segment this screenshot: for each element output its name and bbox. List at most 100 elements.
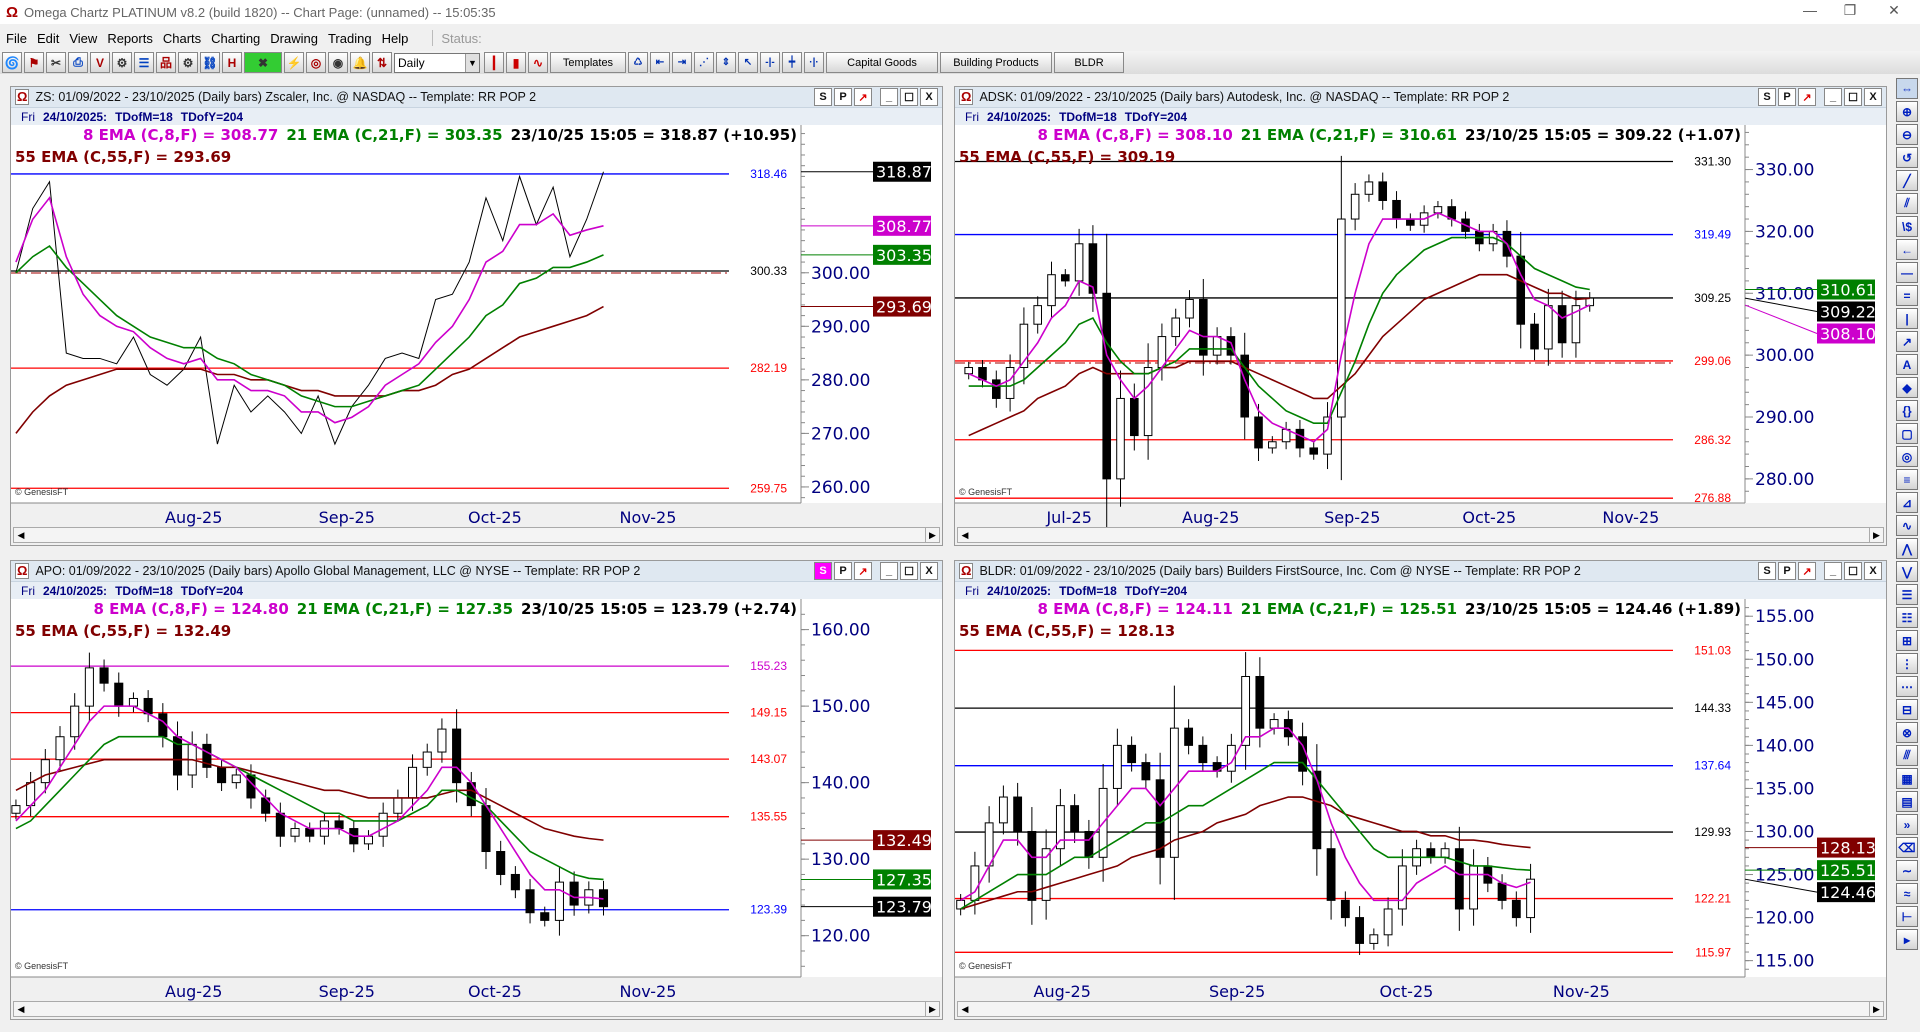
wave-2-tool-button[interactable]: ≈ bbox=[1896, 883, 1918, 904]
speed-tool-button[interactable]: » bbox=[1896, 814, 1918, 835]
crosshair-v-button[interactable]: ┿ bbox=[782, 52, 802, 73]
print-button[interactable]: ⎙ bbox=[68, 52, 88, 73]
tools-button[interactable]: ✂ bbox=[46, 52, 66, 73]
gauge-button[interactable]: ◎ bbox=[306, 52, 326, 73]
pointer-button[interactable]: ↖ bbox=[738, 52, 758, 73]
hierarchy-button[interactable]: 品 bbox=[156, 52, 176, 73]
menu-charts[interactable]: Charts bbox=[162, 30, 202, 46]
horizontal-line-tool-button[interactable]: — bbox=[1896, 262, 1918, 283]
price-chart[interactable]: 120.00 130.00 140.00 150.00 160.00 Aug-25 Sep-… bbox=[11, 599, 942, 1001]
popout-icon[interactable]: ↗ bbox=[1798, 88, 1816, 106]
refresh-tool-button[interactable]: ↺ bbox=[1896, 147, 1918, 168]
levels-tool-button[interactable]: ☰ bbox=[1896, 584, 1918, 605]
pattern-tool-button[interactable]: ∿ bbox=[1896, 515, 1918, 536]
step-left-button[interactable]: ⇤ bbox=[650, 52, 670, 73]
period-select[interactable]: Daily ▼ bbox=[394, 52, 480, 73]
p-button[interactable]: P bbox=[1778, 88, 1796, 106]
chart-v-button[interactable]: V bbox=[90, 52, 110, 73]
group-button-bldr[interactable]: BLDR bbox=[1054, 52, 1124, 73]
chart-window-0[interactable]: Ω ZS: 01/09/2022 - 23/10/2025 (Daily bars… bbox=[10, 86, 943, 546]
fib-tool-button[interactable]: ⋮ bbox=[1896, 653, 1918, 674]
price-chart[interactable]: 260.00 270.00 280.00 290.00 300.00 Aug-25 Sep-… bbox=[11, 125, 942, 527]
chart-area[interactable]: 115.00 120.00 125.00 130.00 135.00 140.00 145.… bbox=[955, 599, 1886, 1001]
menu-file[interactable]: File bbox=[6, 30, 27, 46]
brackets-tool-button[interactable]: {} bbox=[1896, 400, 1918, 421]
chart-area[interactable]: 120.00 130.00 140.00 150.00 160.00 Aug-25 Sep-… bbox=[11, 599, 942, 1001]
p-button[interactable]: P bbox=[834, 562, 852, 580]
chart-maximize-button[interactable]: ☐ bbox=[1844, 562, 1862, 580]
recycle-button[interactable]: ♺ bbox=[628, 52, 648, 73]
popout-icon[interactable]: ↗ bbox=[854, 562, 872, 580]
group-button-building-products[interactable]: Building Products bbox=[940, 52, 1052, 73]
chart-close-button[interactable]: X bbox=[1864, 88, 1882, 106]
scroll-right-icon[interactable]: ▶ bbox=[1869, 528, 1883, 542]
menu-view[interactable]: View bbox=[69, 30, 98, 46]
settings-button[interactable]: ⚙ bbox=[178, 52, 198, 73]
price-chart[interactable]: 280.00290.00300.00310.00320.00330.00Jul-… bbox=[955, 125, 1886, 527]
gann-tool-button[interactable]: ⊞ bbox=[1896, 630, 1918, 651]
templates-button[interactable]: Templates bbox=[550, 52, 626, 73]
scroll-left-icon[interactable]: ◀ bbox=[961, 530, 969, 540]
line-chart-button[interactable]: ∿ bbox=[528, 52, 548, 73]
grid-tool-button[interactable]: ▦ bbox=[1896, 768, 1918, 789]
flip-button[interactable]: ⇅ bbox=[372, 52, 392, 73]
globe-button[interactable]: 🌀 bbox=[2, 52, 22, 73]
bar-chart-button[interactable]: ┃ bbox=[484, 52, 504, 73]
chart-minimize-button[interactable]: _ bbox=[880, 562, 898, 580]
menu-reports[interactable]: Reports bbox=[107, 30, 153, 46]
chart-close-button[interactable]: X bbox=[920, 88, 938, 106]
list-button[interactable]: ☰ bbox=[134, 52, 154, 73]
minimize-button[interactable]: — bbox=[1803, 2, 1817, 18]
xmark-green-button[interactable]: ✖ bbox=[244, 52, 282, 73]
rectangle-circle-tool-button[interactable]: ▢ bbox=[1896, 423, 1918, 444]
chart-omega-icon[interactable]: Ω bbox=[15, 89, 30, 105]
zigzag-tool-button[interactable]: ⋀ bbox=[1896, 538, 1918, 559]
cursor-sync-button[interactable]: ⇕ bbox=[716, 52, 736, 73]
fib-3-tool-button[interactable]: ⊟ bbox=[1896, 699, 1918, 720]
crosshair-h-button[interactable]: -|- bbox=[760, 52, 780, 73]
shapes-tool-button[interactable]: ◆ bbox=[1896, 377, 1918, 398]
crosshair-button[interactable]: ·|· bbox=[804, 52, 824, 73]
chart-maximize-button[interactable]: ☐ bbox=[900, 88, 918, 106]
ray-tool-button[interactable]: ← bbox=[1896, 239, 1918, 260]
arrow-tool-button[interactable]: ↗ bbox=[1896, 331, 1918, 352]
chart-maximize-button[interactable]: ☐ bbox=[1844, 88, 1862, 106]
eraser-tool-button[interactable]: ⌫ bbox=[1896, 837, 1918, 858]
bell-button[interactable]: 🔔 bbox=[350, 52, 370, 73]
chart-omega-icon[interactable]: Ω bbox=[15, 563, 30, 579]
scroll-right-icon[interactable]: ▶ bbox=[925, 1002, 939, 1016]
menu-drawing[interactable]: Drawing bbox=[270, 30, 318, 46]
fib-fan-tool-button[interactable]: ⊿ bbox=[1896, 492, 1918, 513]
cycle-tool-button[interactable]: ⊗ bbox=[1896, 722, 1918, 743]
zoom-in-tool-button[interactable]: ⊕ bbox=[1896, 101, 1918, 122]
close-button[interactable]: ✕ bbox=[1888, 2, 1900, 18]
chart-area[interactable]: 280.00 290.00 300.00 310.00 320.00 330.00 Jul-… bbox=[955, 125, 1886, 527]
vertical-line-tool-button[interactable]: | bbox=[1896, 308, 1918, 329]
horizontal-scrollbar[interactable]: ◀ ▶ bbox=[957, 527, 1884, 543]
pan-tool-button[interactable]: ⇔ bbox=[1896, 78, 1918, 99]
trendline-tool-button[interactable]: ╱ bbox=[1896, 170, 1918, 191]
chart-close-button[interactable]: X bbox=[920, 562, 938, 580]
chart-window-2[interactable]: Ω APO: 01/09/2022 - 23/10/2025 (Daily bar… bbox=[10, 560, 943, 1020]
horizontal-scrollbar[interactable]: ◀ ▶ bbox=[957, 1001, 1884, 1017]
channel-tool-button[interactable]: ⫽ bbox=[1896, 193, 1918, 214]
link-button[interactable]: ⛓ bbox=[200, 52, 220, 73]
chart-title-bar[interactable]: Ω ADSK: 01/09/2022 - 23/10/2025 (Daily ba… bbox=[955, 87, 1886, 108]
zigzag-2-tool-button[interactable]: ⋁ bbox=[1896, 561, 1918, 582]
chart-maximize-button[interactable]: ☐ bbox=[900, 562, 918, 580]
dollar-line-tool-button[interactable]: \$ bbox=[1896, 216, 1918, 237]
chart-title-bar[interactable]: Ω ZS: 01/09/2022 - 23/10/2025 (Daily bars… bbox=[11, 87, 942, 108]
scroll-left-icon[interactable]: ◀ bbox=[17, 1004, 25, 1014]
wave-tool-button[interactable]: ∼ bbox=[1896, 860, 1918, 881]
p-button[interactable]: P bbox=[834, 88, 852, 106]
popout-icon[interactable]: ↗ bbox=[1798, 562, 1816, 580]
scatter-button[interactable]: ⋰ bbox=[694, 52, 714, 73]
restore-button[interactable]: ❐ bbox=[1843, 2, 1857, 18]
chart-minimize-button[interactable]: _ bbox=[880, 88, 898, 106]
menu-help[interactable]: Help bbox=[381, 30, 409, 46]
chart-area[interactable]: 260.00 270.00 280.00 290.00 300.00 Aug-25 Sep-… bbox=[11, 125, 942, 527]
ruler-tool-button[interactable]: ⊢ bbox=[1896, 906, 1918, 927]
text-tool-button[interactable]: A bbox=[1896, 354, 1918, 375]
horizontal-scrollbar[interactable]: ◀ ▶ bbox=[13, 1001, 940, 1017]
circle-tool-button[interactable]: ◎ bbox=[1896, 446, 1918, 467]
